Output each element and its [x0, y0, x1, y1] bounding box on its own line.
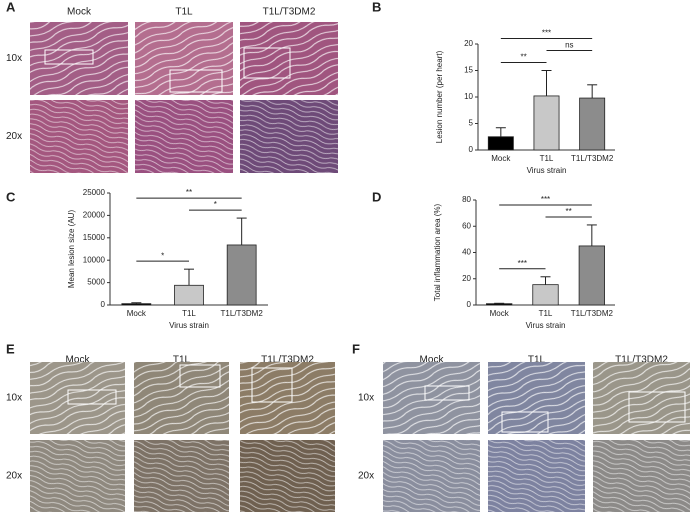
x-tick-label: Mock — [490, 309, 510, 318]
y-axis-title: Total inflammation area (%) — [433, 203, 442, 301]
y-tick-label: 15 — [464, 66, 473, 75]
inset-box — [424, 385, 470, 401]
bar — [226, 244, 257, 306]
y-tick-label: 20 — [462, 274, 471, 283]
micrograph-texture — [593, 362, 690, 434]
x-tick-label: T1L/T3DM2 — [571, 309, 614, 318]
y-tick-label: 0 — [469, 145, 474, 154]
row-label: 10x — [6, 53, 22, 64]
column-header: Mock — [67, 7, 92, 18]
y-tick-label: 40 — [462, 248, 471, 257]
x-tick-label: T1L — [539, 309, 553, 318]
y-tick-label: 0 — [467, 300, 472, 309]
panel-label: F — [352, 341, 360, 356]
inset-box — [501, 411, 549, 433]
column-header: T1L — [175, 7, 193, 18]
x-tick-label: T1L — [540, 154, 554, 163]
significance-label: *** — [518, 259, 527, 268]
y-tick-label: 25000 — [83, 188, 106, 197]
x-tick-label: T1L — [182, 309, 196, 318]
micrograph-texture — [134, 362, 229, 434]
micrograph-texture — [30, 440, 125, 512]
inset-box — [169, 69, 223, 93]
significance-label: ns — [565, 41, 573, 50]
panel-label: C — [6, 189, 16, 204]
inset-box — [44, 49, 94, 65]
significance-label: * — [214, 200, 217, 209]
micrograph-texture — [240, 100, 338, 173]
inset-box — [628, 391, 686, 423]
y-tick-label: 5000 — [87, 278, 105, 287]
bar — [532, 284, 559, 306]
row-label: 10x — [358, 393, 374, 404]
y-tick-label: 15000 — [83, 233, 106, 242]
bar — [579, 97, 606, 151]
y-axis-title: Lesion number (per heart) — [435, 50, 444, 143]
x-axis-title: Virus strain — [527, 166, 567, 175]
column-header: Mock — [420, 355, 445, 366]
bar — [533, 95, 560, 151]
micrograph-texture — [135, 100, 233, 173]
micrograph-texture — [240, 22, 338, 95]
row-label: 20x — [6, 131, 22, 142]
panel-label: A — [6, 0, 16, 14]
micrograph-texture — [488, 440, 585, 512]
micrograph-texture — [134, 440, 229, 512]
row-label: 20x — [358, 471, 374, 482]
y-tick-label: 20 — [464, 39, 473, 48]
bar — [487, 136, 514, 151]
micrograph-texture — [383, 440, 480, 512]
y-tick-label: 0 — [101, 300, 106, 309]
column-header: T1L — [173, 355, 191, 366]
significance-label: *** — [541, 195, 550, 204]
panel-label: D — [372, 189, 381, 204]
micrograph-texture — [488, 362, 585, 434]
y-tick-label: 10000 — [83, 255, 106, 264]
micrograph-texture — [593, 440, 690, 512]
bar — [578, 245, 605, 306]
significance-label: * — [161, 251, 164, 260]
y-tick-label: 60 — [462, 221, 471, 230]
micrograph-texture — [240, 362, 335, 434]
y-tick-label: 80 — [462, 195, 471, 204]
x-tick-label: T1L/T3DM2 — [571, 154, 614, 163]
significance-label: *** — [542, 29, 551, 38]
inset-box — [243, 47, 291, 79]
bar — [174, 284, 204, 306]
column-header: Mock — [66, 355, 91, 366]
inset-box — [251, 367, 293, 403]
y-tick-label: 20000 — [83, 211, 106, 220]
micrograph-texture — [135, 22, 233, 95]
bar — [486, 303, 513, 306]
column-header: T1L/T3DM2 — [261, 355, 314, 366]
y-tick-label: 5 — [469, 119, 474, 128]
inset-box — [179, 364, 221, 388]
panel-label: B — [372, 0, 381, 14]
inset-box — [67, 389, 117, 405]
row-label: 10x — [6, 393, 22, 404]
y-tick-label: 10 — [464, 92, 473, 101]
x-axis-title: Virus strain — [526, 321, 566, 330]
micrograph-texture — [30, 22, 128, 95]
x-axis-title: Virus strain — [169, 321, 209, 330]
micrograph-texture — [30, 362, 125, 434]
significance-label: ** — [521, 53, 527, 62]
significance-label: ** — [186, 188, 192, 197]
row-label: 20x — [6, 471, 22, 482]
y-axis-title: Mean lesion size (AU) — [67, 210, 76, 289]
micrograph-texture — [383, 362, 480, 434]
bar — [121, 303, 152, 306]
micrograph-texture — [30, 100, 128, 173]
significance-label: ** — [566, 207, 572, 216]
column-header: T1L/T3DM2 — [263, 7, 316, 18]
x-tick-label: Mock — [491, 154, 511, 163]
panel-label: E — [6, 341, 15, 356]
column-header: T1L — [528, 355, 546, 366]
column-header: T1L/T3DM2 — [615, 355, 668, 366]
x-tick-label: Mock — [127, 309, 147, 318]
x-tick-label: T1L/T3DM2 — [221, 309, 264, 318]
micrograph-texture — [240, 440, 335, 512]
